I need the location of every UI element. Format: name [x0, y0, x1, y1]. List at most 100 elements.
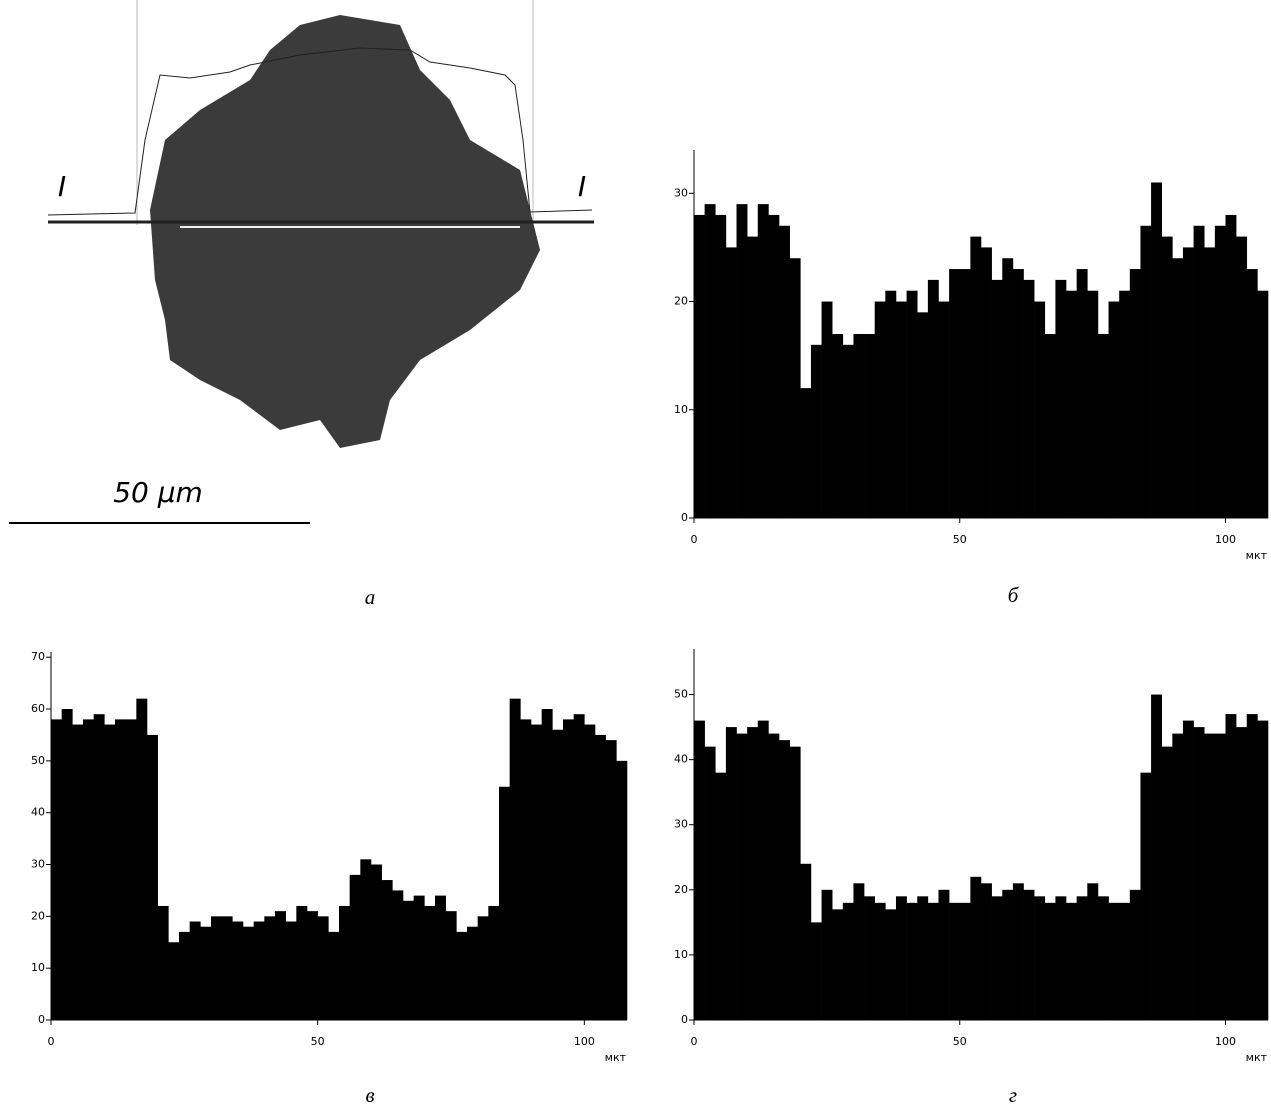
bar — [959, 269, 971, 518]
bar — [779, 740, 790, 1020]
bar — [61, 709, 73, 1020]
bar — [949, 902, 961, 1020]
y-tick-label: 30 — [31, 858, 45, 871]
bar — [704, 746, 716, 1020]
caption: б — [1008, 583, 1020, 607]
bar — [253, 921, 265, 1020]
y-tick-label: 60 — [31, 702, 45, 715]
bar — [435, 895, 446, 1020]
bar — [445, 911, 457, 1020]
bar — [307, 911, 318, 1020]
bar — [906, 902, 918, 1020]
bar — [467, 926, 478, 1020]
bar — [1151, 694, 1163, 1020]
bar — [531, 724, 542, 1020]
bar — [392, 890, 404, 1020]
bar — [1108, 902, 1120, 1020]
bar — [520, 719, 532, 1020]
bar — [927, 902, 939, 1020]
bar — [456, 931, 468, 1020]
y-tick-label: 40 — [31, 806, 45, 819]
x-unit: мкт — [1246, 549, 1268, 562]
bar — [136, 698, 148, 1020]
bar — [906, 290, 918, 518]
scale-label: 50 μm — [113, 476, 203, 509]
x-tick-label: 50 — [953, 533, 967, 546]
x-tick-label: 50 — [311, 1035, 325, 1048]
bar — [747, 236, 759, 518]
bar — [93, 714, 105, 1020]
bar — [821, 301, 833, 518]
bar — [1012, 269, 1024, 518]
y-tick-label: 20 — [31, 909, 45, 922]
bar — [736, 204, 748, 518]
bar — [832, 909, 844, 1020]
bar — [563, 719, 574, 1020]
bar — [1119, 290, 1131, 518]
bar — [413, 895, 425, 1020]
bar — [779, 225, 790, 518]
bar — [895, 896, 907, 1020]
bar — [360, 859, 372, 1020]
bar — [694, 214, 705, 519]
bar — [1044, 902, 1056, 1020]
bar — [715, 214, 727, 519]
bar — [917, 312, 929, 518]
y-tick-label: 40 — [674, 753, 688, 766]
bar — [381, 880, 393, 1020]
bar — [810, 344, 822, 518]
bar — [595, 734, 606, 1020]
bar — [296, 905, 308, 1020]
bar — [1225, 714, 1237, 1020]
x-unit: мкт — [1246, 1051, 1268, 1064]
bar — [768, 733, 780, 1020]
y-tick-label: 50 — [674, 688, 688, 701]
bar — [694, 720, 705, 1020]
bar — [125, 719, 137, 1020]
bar — [1246, 714, 1258, 1020]
x-tick-label: 50 — [953, 1035, 967, 1048]
bar — [1066, 290, 1077, 518]
bar — [981, 247, 992, 519]
bar — [552, 729, 564, 1020]
bar — [938, 301, 950, 518]
bar — [757, 720, 769, 1020]
bar — [1214, 733, 1226, 1020]
y-tick-label: 30 — [674, 818, 688, 831]
bar — [864, 334, 876, 518]
bar — [584, 724, 596, 1020]
bar — [1002, 889, 1014, 1020]
bar — [189, 921, 201, 1020]
bar — [477, 916, 489, 1020]
bar — [179, 931, 190, 1020]
bar — [328, 931, 340, 1020]
bar — [1108, 301, 1120, 518]
bar — [1214, 225, 1226, 518]
bar — [424, 905, 436, 1020]
bar — [72, 724, 84, 1020]
bar — [1161, 746, 1173, 1020]
y-tick-label: 0 — [38, 1013, 45, 1026]
bar — [747, 727, 759, 1020]
bar — [842, 902, 854, 1020]
y-tick-label: 50 — [31, 754, 45, 767]
bar — [1140, 225, 1152, 518]
caption: в — [365, 1083, 374, 1107]
x-unit: мкт — [605, 1051, 627, 1064]
bar — [243, 926, 254, 1020]
bar — [232, 921, 244, 1020]
bar — [275, 911, 286, 1020]
bar — [949, 269, 961, 518]
bar — [1023, 279, 1035, 518]
bar — [488, 905, 500, 1020]
bar — [211, 916, 222, 1020]
bar — [789, 746, 801, 1020]
y-tick-label: 10 — [674, 403, 688, 416]
bar — [1002, 258, 1014, 518]
bar — [168, 942, 180, 1020]
bar — [285, 921, 297, 1020]
bar — [842, 344, 854, 518]
bar — [1055, 896, 1067, 1020]
bar — [821, 889, 833, 1020]
bar — [864, 896, 876, 1020]
